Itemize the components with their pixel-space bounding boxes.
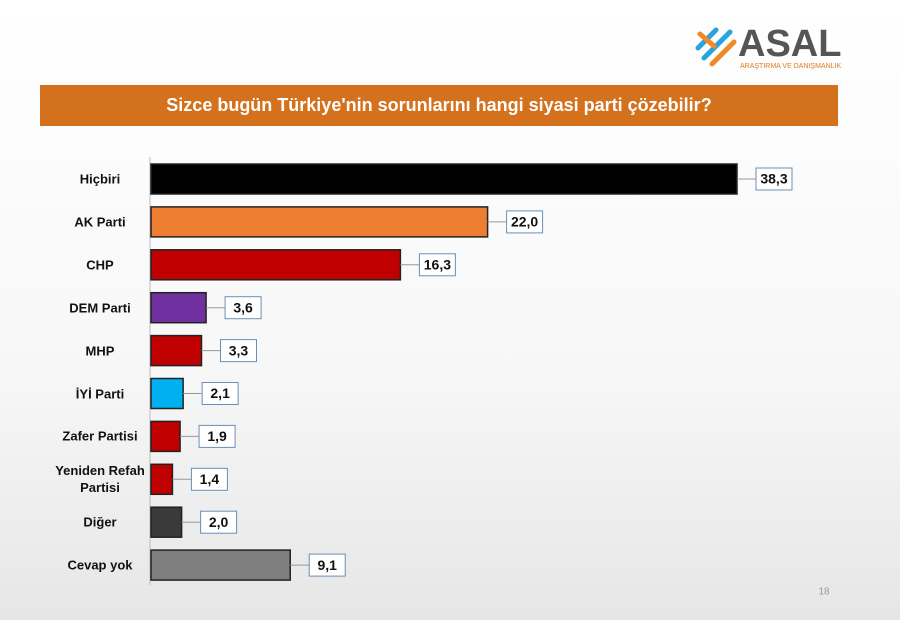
title-banner	[40, 85, 838, 126]
value-label: 1,9	[207, 428, 227, 444]
category-label: DEM Parti	[69, 300, 131, 316]
logo-name: ASAL	[738, 23, 841, 65]
bar	[150, 549, 291, 581]
bar	[150, 334, 203, 367]
value-label: 9,1	[317, 557, 337, 573]
value-label-box	[308, 553, 346, 577]
category-label: Cevap yok	[67, 557, 133, 573]
value-label: 3,3	[229, 342, 249, 358]
value-label: 22,0	[511, 214, 538, 230]
value-label: 2,0	[209, 514, 229, 530]
bar	[150, 506, 183, 538]
value-label-box	[506, 210, 544, 234]
value-label-box	[755, 167, 793, 191]
chart-title: Sizce bugün Türkiye'nin sorunlarını hang…	[166, 95, 711, 115]
value-label-box	[224, 296, 262, 320]
bar	[150, 420, 181, 453]
category-label: Diğer	[83, 514, 117, 530]
category-label: Zafer Partisi	[62, 428, 138, 444]
category-label: CHP	[86, 257, 114, 273]
value-label-box	[190, 467, 228, 491]
bar	[150, 377, 184, 410]
logo-tagline: ARAŞTIRMA VE DANIŞMANLIK	[740, 63, 841, 70]
value-label-box	[201, 382, 239, 405]
category-label: MHP	[85, 343, 115, 359]
value-label: 38,3	[760, 171, 787, 187]
logo-icon	[695, 27, 737, 67]
category-label: Hiçbiri	[79, 171, 121, 187]
category-label: İYİ Parti	[75, 386, 125, 401]
bar	[150, 249, 402, 281]
bar	[150, 163, 738, 195]
value-label-box	[219, 339, 257, 363]
category-label: AK Parti	[74, 214, 126, 230]
value-label: 16,3	[424, 257, 451, 273]
value-label-box	[198, 424, 236, 448]
value-label: 2,1	[210, 385, 230, 401]
bar	[150, 206, 489, 238]
page-number: 18	[818, 587, 830, 598]
category-label: Yeniden Refah Partisi	[55, 463, 145, 496]
value-label-box	[418, 253, 456, 277]
value-label: 3,6	[233, 299, 253, 315]
value-label-box	[200, 510, 238, 534]
bar	[150, 291, 207, 324]
value-label: 1,4	[200, 471, 220, 487]
